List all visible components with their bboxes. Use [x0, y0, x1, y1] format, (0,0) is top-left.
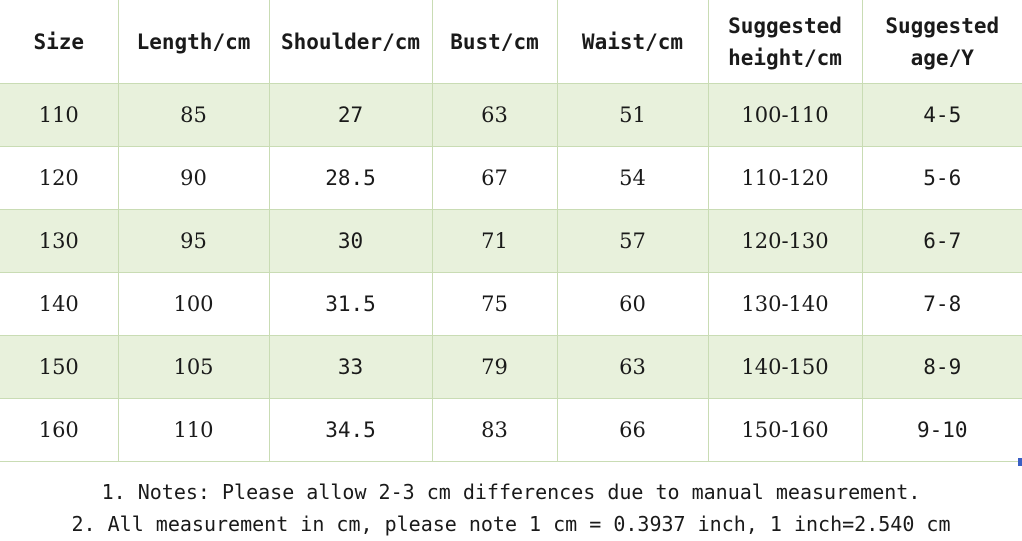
- table-row: 120 90 28.5 67 54 110-120 5-6: [0, 146, 1022, 210]
- cell-length: 85: [117, 83, 270, 147]
- cell-size: 160: [0, 398, 119, 462]
- table-row: 130 95 30 71 57 120-130 6-7: [0, 209, 1022, 273]
- note-line-1: 1. Notes: Please allow 2-3 cm difference…: [101, 480, 921, 504]
- cell-waist: 60: [556, 272, 709, 336]
- cell-height: 150-160: [707, 398, 863, 462]
- cell-shoulder: 34.5: [268, 398, 433, 462]
- table-row: 140 100 31.5 75 60 130-140 7-8: [0, 272, 1022, 336]
- cell-shoulder: 31.5: [268, 272, 433, 336]
- cell-size: 140: [0, 272, 119, 336]
- table-row: 160 110 34.5 83 66 150-160 9-10: [0, 398, 1022, 462]
- header-suggested-age-line1: Suggested: [885, 13, 1000, 38]
- cell-length: 90: [117, 146, 270, 210]
- cell-age: 6-7: [861, 209, 1022, 273]
- cell-height: 140-150: [707, 335, 863, 399]
- cell-age: 9-10: [861, 398, 1022, 462]
- corner-marker: [1018, 458, 1022, 466]
- header-size: Size: [0, 0, 119, 84]
- cell-length: 100: [117, 272, 270, 336]
- cell-shoulder: 30: [268, 209, 433, 273]
- note-line-2: 2. All measurement in cm, please note 1 …: [71, 512, 951, 536]
- cell-bust: 75: [431, 272, 558, 336]
- header-suggested-height: Suggested height/cm: [707, 0, 863, 84]
- cell-bust: 71: [431, 209, 558, 273]
- cell-height: 100-110: [707, 83, 863, 147]
- cell-size: 120: [0, 146, 119, 210]
- cell-waist: 57: [556, 209, 709, 273]
- cell-length: 110: [117, 398, 270, 462]
- cell-age: 4-5: [861, 83, 1022, 147]
- cell-waist: 54: [556, 146, 709, 210]
- cell-age: 5-6: [861, 146, 1022, 210]
- cell-shoulder: 33: [268, 335, 433, 399]
- header-suggested-height-line1: Suggested: [728, 13, 842, 38]
- header-bust: Bust/cm: [431, 0, 558, 84]
- cell-age: 7-8: [861, 272, 1022, 336]
- cell-length: 95: [117, 209, 270, 273]
- cell-waist: 63: [556, 335, 709, 399]
- cell-shoulder: 28.5: [268, 146, 433, 210]
- cell-bust: 67: [431, 146, 558, 210]
- header-suggested-age: Suggested age/Y: [861, 0, 1022, 84]
- notes-block: 1. Notes: Please allow 2-3 cm difference…: [0, 476, 1022, 540]
- cell-size: 150: [0, 335, 119, 399]
- table-row: 150 105 33 79 63 140-150 8-9: [0, 335, 1022, 399]
- cell-waist: 66: [556, 398, 709, 462]
- cell-bust: 63: [431, 83, 558, 147]
- header-shoulder: Shoulder/cm: [268, 0, 433, 84]
- header-length: Length/cm: [117, 0, 270, 84]
- header-waist: Waist/cm: [556, 0, 709, 84]
- cell-waist: 51: [556, 83, 709, 147]
- cell-bust: 83: [431, 398, 558, 462]
- table-row: 110 85 27 63 51 100-110 4-5: [0, 83, 1022, 147]
- cell-age: 8-9: [861, 335, 1022, 399]
- size-chart-table: Size Length/cm Shoulder/cm Bust/cm Waist…: [0, 0, 1022, 462]
- cell-bust: 79: [431, 335, 558, 399]
- cell-height: 130-140: [707, 272, 863, 336]
- cell-size: 110: [0, 83, 119, 147]
- cell-height: 110-120: [707, 146, 863, 210]
- header-row: Size Length/cm Shoulder/cm Bust/cm Waist…: [0, 0, 1022, 84]
- cell-length: 105: [117, 335, 270, 399]
- header-suggested-age-line2: age/Y: [910, 45, 974, 70]
- cell-shoulder: 27: [268, 83, 433, 147]
- cell-height: 120-130: [707, 209, 863, 273]
- cell-size: 130: [0, 209, 119, 273]
- header-suggested-height-line2: height/cm: [728, 45, 842, 70]
